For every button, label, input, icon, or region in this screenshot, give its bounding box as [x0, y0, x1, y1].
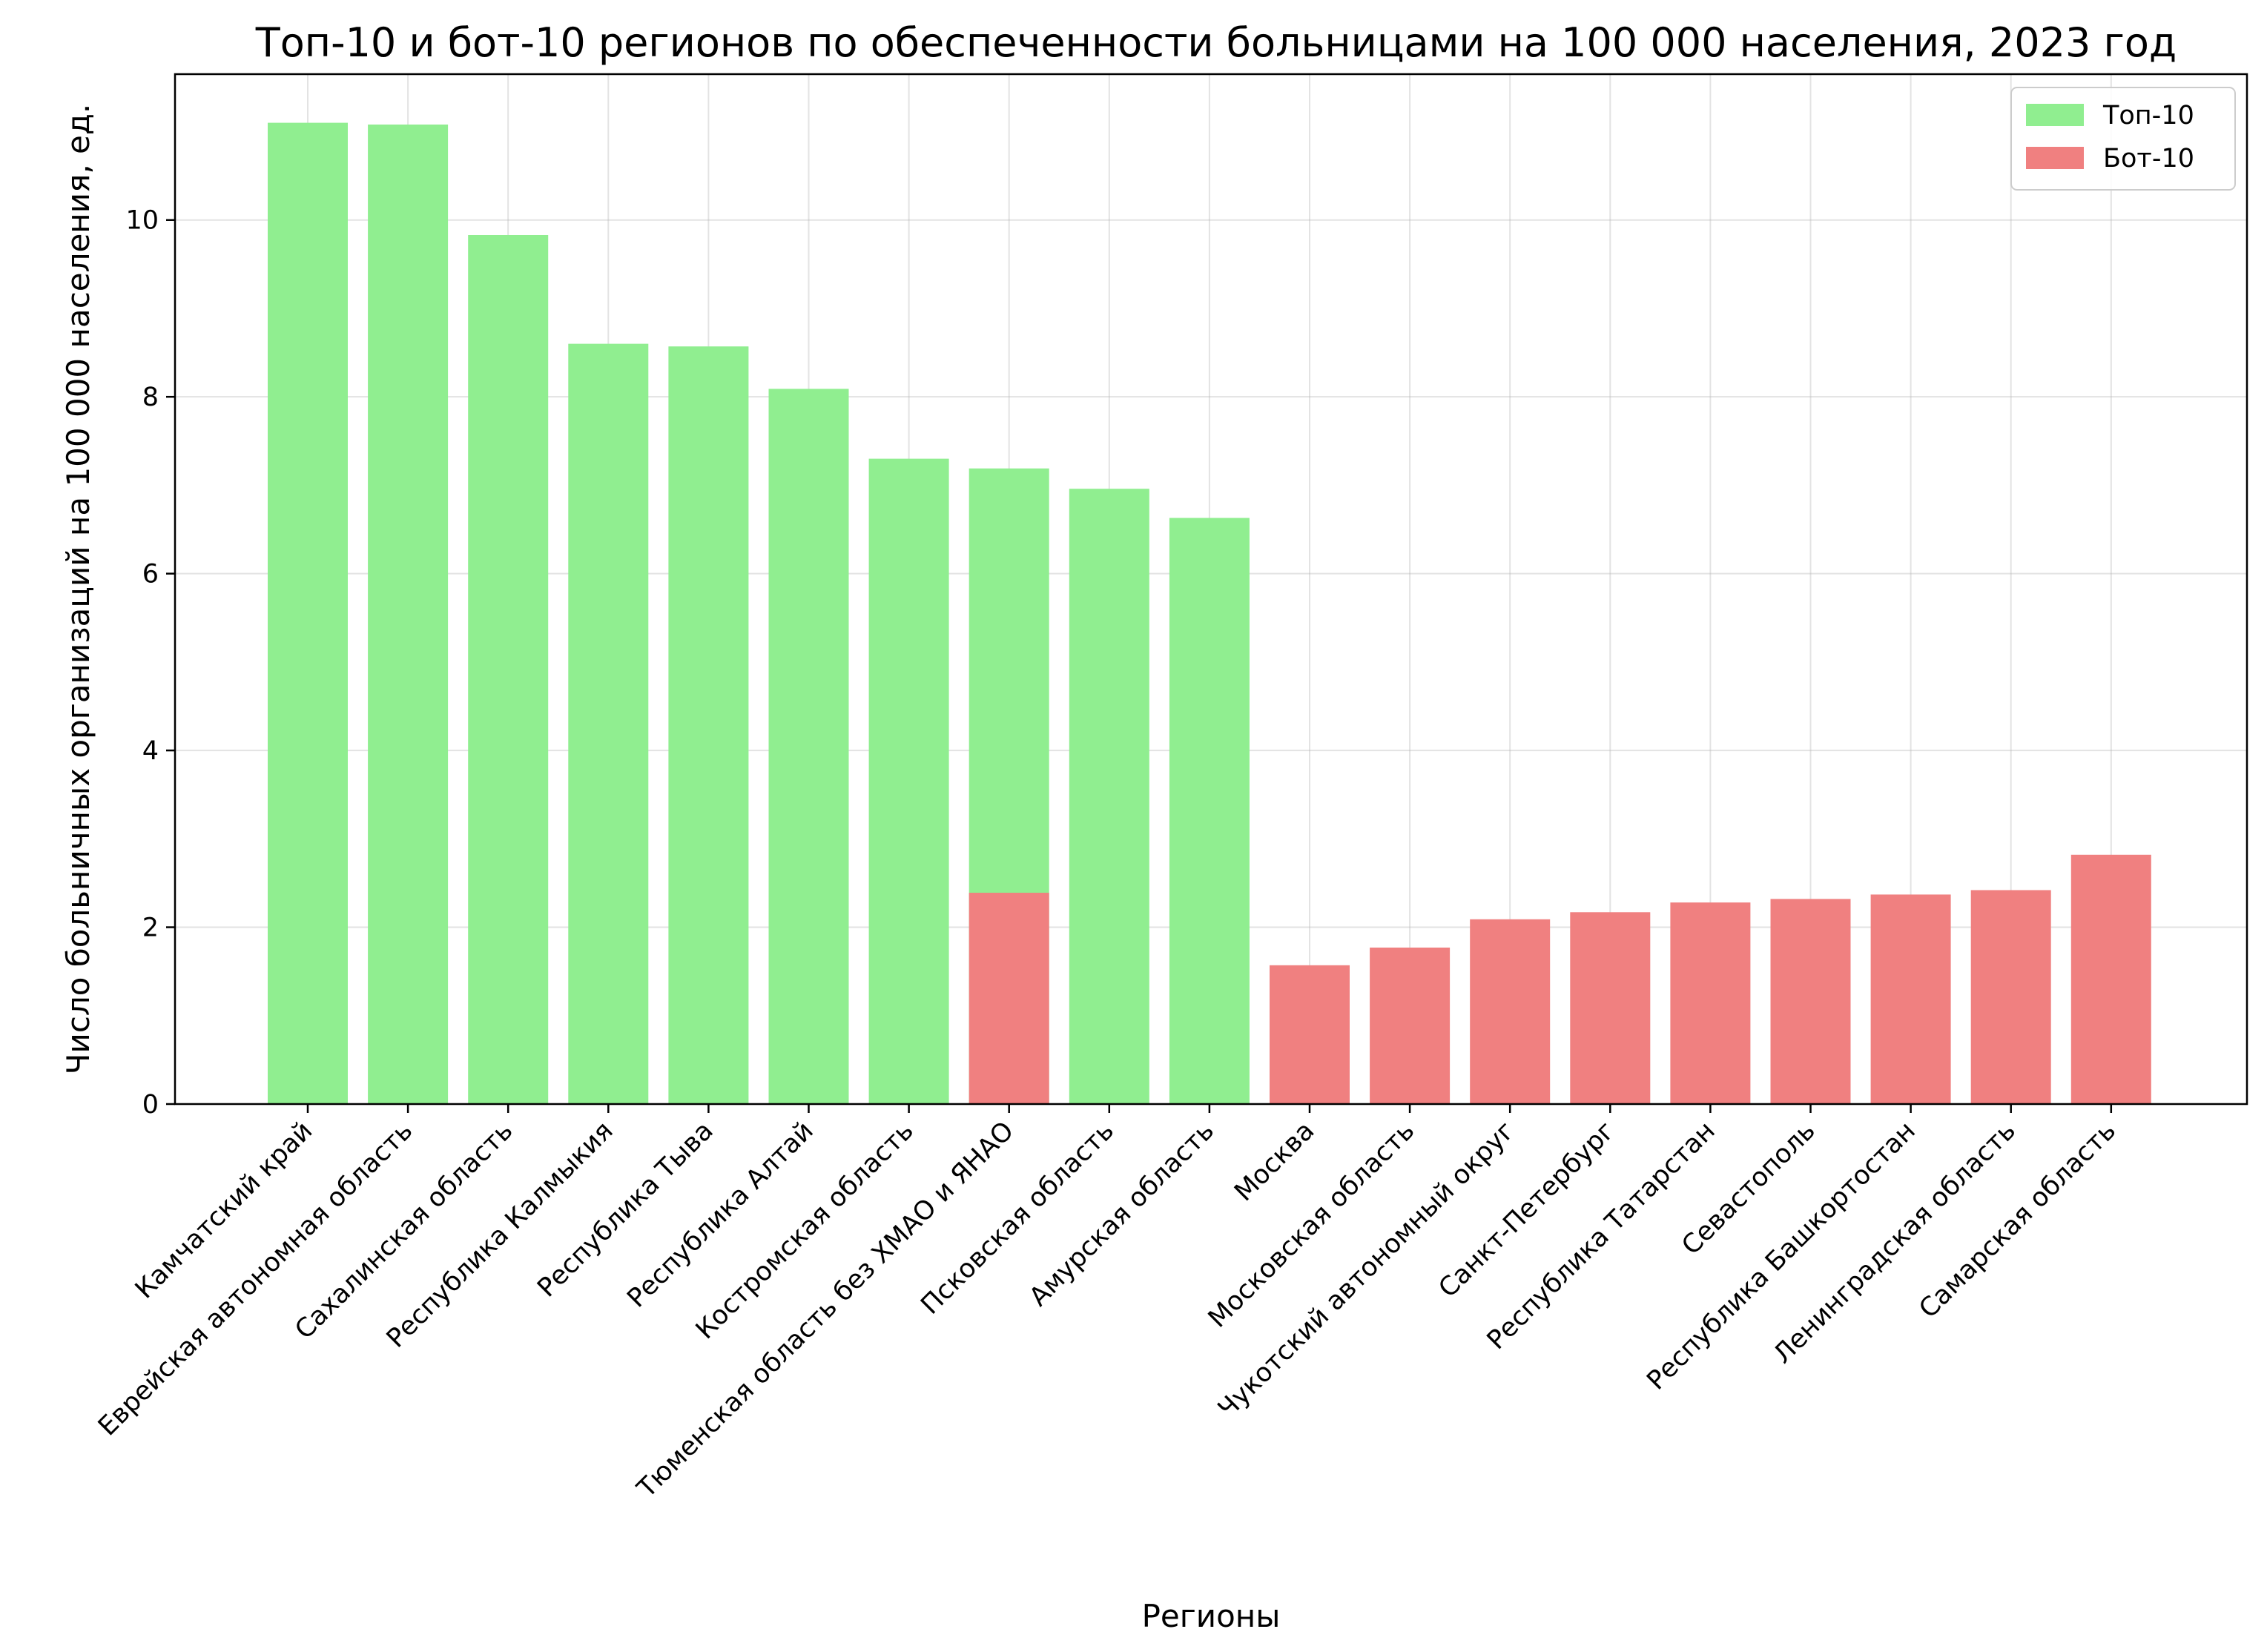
y-axis-label: Число больничных организаций на 100 000 … [60, 104, 96, 1075]
bar-bottom-13 [1470, 919, 1551, 1104]
x-tick-label: Тюменская область без ХМАО и ЯНАО [631, 1116, 1020, 1504]
x-tick-label: Псковская область [916, 1116, 1121, 1321]
y-axis: 0 2 4 6 8 10 [125, 206, 175, 1120]
x-tick-label: Московская область [1203, 1116, 1421, 1334]
bar-bottom-12 [1370, 947, 1451, 1104]
bar-top-2 [368, 124, 449, 1104]
legend-label: Топ-10 [2102, 101, 2194, 130]
bar-bottom-19 [2070, 854, 2151, 1104]
y-tick-label: 0 [142, 1090, 159, 1120]
legend-swatch [2026, 104, 2084, 126]
y-tick-label: 8 [142, 383, 159, 412]
bar-bottom-15 [1670, 902, 1751, 1104]
plot-frame [174, 73, 2248, 1106]
x-tick-label: Санкт-Петербург [1433, 1116, 1621, 1304]
bars [268, 122, 2151, 1105]
bar-top-1 [268, 122, 348, 1105]
chart-title: Топ-10 и бот-10 регионов по обеспеченнос… [255, 19, 2177, 66]
bar-bottom-16 [1770, 899, 1851, 1104]
bar-top-6 [768, 389, 849, 1104]
legend: Топ-10 Бот-10 [2010, 87, 2236, 191]
y-tick-label: 6 [142, 560, 159, 589]
y-tick-label: 4 [142, 736, 159, 766]
bar-bottom-8 [968, 893, 1049, 1104]
x-tick-label: Республика Тыва [532, 1116, 719, 1303]
bar-top-7 [868, 458, 949, 1104]
bar-bottom-14 [1570, 912, 1651, 1104]
bar-bottom-17 [1870, 894, 1951, 1104]
bar-top-4 [568, 343, 649, 1104]
x-tick-label: Самарская область [1913, 1116, 2122, 1324]
legend-label: Бот-10 [2103, 144, 2194, 174]
bar-top-9 [1069, 489, 1149, 1104]
x-tick-label: Амурская область [1024, 1116, 1221, 1312]
bar-top-5 [668, 346, 749, 1105]
x-tick-label: Камчатский край [130, 1116, 318, 1304]
bar-bottom-18 [1970, 890, 2051, 1104]
bar-bottom-11 [1270, 965, 1350, 1104]
bar-top-3 [468, 234, 549, 1104]
x-tick-label: Республика Алтай [621, 1116, 819, 1313]
legend-swatch [2026, 147, 2084, 169]
y-tick-label: 10 [125, 206, 159, 236]
x-tick-label: Москва [1229, 1116, 1320, 1207]
bar-top-10 [1169, 518, 1250, 1104]
y-tick-label: 2 [142, 913, 159, 943]
x-axis-label: Регионы [1142, 1598, 1281, 1634]
